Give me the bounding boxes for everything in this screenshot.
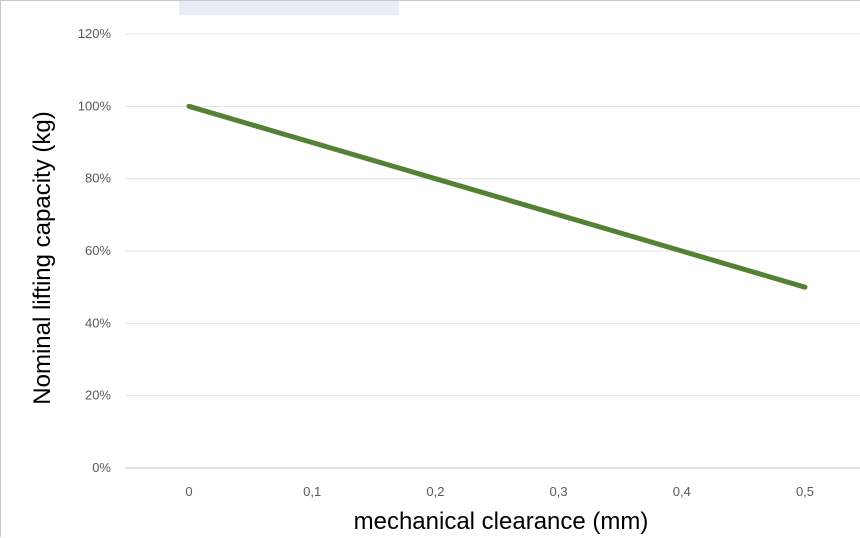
gridlines <box>125 33 860 469</box>
y-tick-label: 120% <box>78 26 112 41</box>
x-tick-label: 0,4 <box>673 484 691 499</box>
y-axis-title: Nominal lifting capacity (kg) <box>29 111 56 404</box>
x-tick-label: 0 <box>185 484 192 499</box>
top-accent-band <box>179 1 399 15</box>
y-tick-label: 100% <box>78 98 112 113</box>
series-lines <box>186 103 808 290</box>
y-tick-label: 60% <box>85 243 111 258</box>
x-tick-label: 0,2 <box>426 484 444 499</box>
x-tick-label: 0,5 <box>796 484 814 499</box>
series-line <box>186 103 808 290</box>
y-tick-label: 20% <box>85 388 111 403</box>
y-tick-labels: 0% 20% 40% 60% 80% 100% 120% <box>78 26 112 475</box>
x-tick-label: 0,3 <box>550 484 568 499</box>
x-tick-label: 0,1 <box>303 484 321 499</box>
x-tick-labels: 0 0,1 0,2 0,3 0,4 0,5 <box>185 484 814 499</box>
y-tick-label: 0% <box>92 460 111 475</box>
y-tick-label: 40% <box>85 315 111 330</box>
y-tick-label: 80% <box>85 171 111 186</box>
x-axis-title: mechanical clearance (mm) <box>354 508 649 535</box>
